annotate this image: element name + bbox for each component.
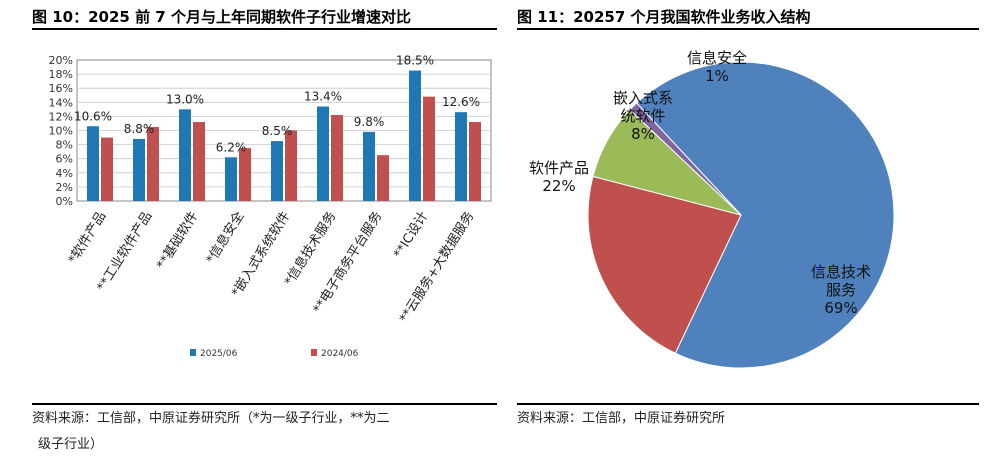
title-rule [32, 28, 497, 30]
data-label: 13.0% [166, 92, 204, 106]
bar-series1 [363, 131, 375, 201]
slice-percent-label: 8% [631, 125, 655, 143]
bar-series1 [87, 126, 99, 201]
slice-category-label: 信息技术 [811, 263, 871, 281]
pie-slice [636, 61, 895, 369]
bar-series1 [317, 106, 329, 201]
y-tick-label: 2% [56, 181, 73, 194]
legend-swatch [311, 349, 317, 356]
y-tick-label: 4% [56, 167, 73, 180]
x-category-label: **IC设计 [391, 209, 431, 261]
pie-chart-source: 资料来源：工信部，中原证券研究所 [517, 411, 726, 426]
x-category-label: **基础软件 [154, 209, 201, 272]
bar-series2 [331, 114, 343, 201]
data-label: 12.6% [442, 95, 480, 109]
legend-label: 2025/06 [200, 349, 238, 359]
data-label: 13.4% [304, 90, 342, 104]
slice-category-label: 嵌入式系 [613, 89, 673, 107]
bar-series2 [193, 122, 205, 201]
data-label: 9.8% [354, 115, 385, 129]
bar-series2 [469, 122, 481, 201]
y-tick-label: 16% [49, 82, 73, 95]
pie-slice [587, 175, 742, 354]
bar-chart-panel: 图 10：2025 前 7 个月与上年同期软件子行业增速对比 0% 2% 4% 6% 8… [0, 0, 497, 472]
bar-series1 [409, 70, 421, 201]
bar-chart-figure-title: 图 10：2025 前 7 个月与上年同期软件子行业增速对比 [32, 8, 411, 26]
bar-series1 [225, 157, 237, 201]
data-label: 8.8% [124, 122, 155, 136]
y-tick-label: 20% [49, 54, 73, 67]
slice-category-label: 信息安全 [687, 49, 747, 67]
bar-series2 [239, 148, 251, 201]
pie-chart-figure-title: 图 11：20257 个月我国软件业务收入结构 [517, 8, 811, 26]
y-tick-label: 12% [49, 110, 73, 123]
source-rule [517, 403, 979, 405]
pie-chart-panel: 图 11：20257 个月我国软件业务收入结构 信息技术 服务 69% 软件产品 22%… [507, 0, 1002, 472]
pie-slice [629, 102, 742, 216]
legend-swatch [190, 349, 196, 356]
slice-percent-label: 69% [824, 299, 857, 317]
data-label: 8.5% [262, 124, 293, 138]
slice-category-label: 统软件 [620, 107, 665, 125]
bar-series2 [285, 130, 297, 201]
bar-chart: 0%2%4%6%8%10% 12%14%16%18%20% 10.6% *软件产品 8.… [49, 54, 492, 359]
bar-series2 [377, 155, 389, 201]
legend-label: 2024/06 [321, 349, 359, 359]
source-rule [32, 403, 497, 405]
bar-chart-source-line2: 级子行业） [38, 437, 104, 452]
y-tick-label: 8% [56, 139, 73, 152]
data-label: 18.5% [396, 54, 434, 68]
title-rule [517, 28, 979, 30]
x-category-label: *信息安全 [203, 209, 248, 267]
bar-series2 [423, 96, 435, 201]
data-label: 10.6% [74, 109, 112, 123]
slice-percent-label: 22% [542, 177, 575, 195]
bar-series1 [271, 141, 283, 201]
bar-series2 [147, 126, 159, 201]
slice-category-label: 软件产品 [529, 159, 589, 177]
x-category-label: *软件产品 [66, 209, 110, 267]
bar-series1 [455, 112, 467, 201]
y-tick-label: 10% [49, 125, 73, 138]
y-tick-label: 6% [56, 153, 73, 166]
y-tick-label: 0% [56, 195, 73, 208]
slice-category-label: 服务 [826, 281, 856, 299]
y-tick-label: 18% [49, 68, 73, 81]
bar-series2 [101, 137, 113, 201]
bar-series1 [133, 138, 145, 201]
y-tick-label: 14% [49, 96, 73, 109]
slice-percent-label: 1% [705, 67, 729, 85]
bar-series1 [179, 109, 191, 201]
bar-chart-source-line1: 资料来源：工信部，中原证券研究所（*为一级子行业，**为二 [32, 411, 390, 426]
data-label: 6.2% [216, 140, 247, 154]
